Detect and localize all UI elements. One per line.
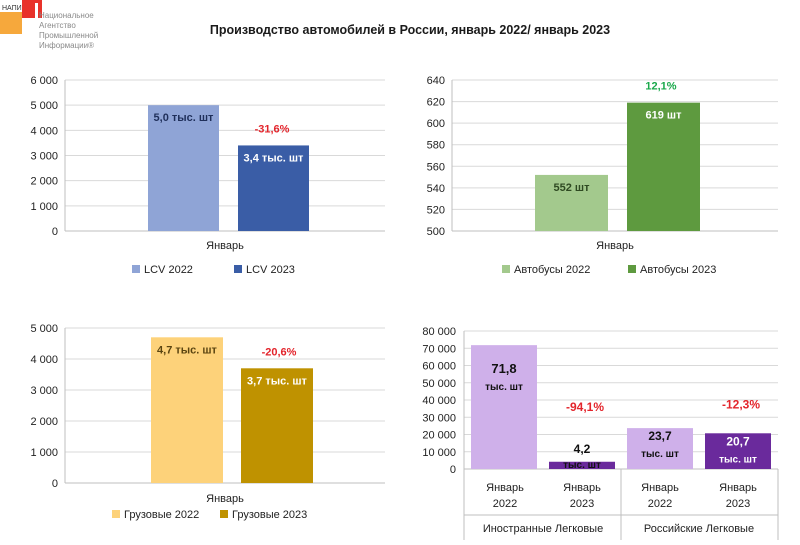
data-label: 20,7 <box>726 434 750 448</box>
y-tick-label: 70 000 <box>422 343 456 355</box>
bar <box>471 345 537 469</box>
x-category-year: 2022 <box>648 498 672 510</box>
y-tick-label: 80 000 <box>422 326 456 338</box>
logo-line-2: Агентство <box>39 21 76 30</box>
y-tick-label: 520 <box>427 204 445 216</box>
data-label: 3,4 тыс. шт <box>244 152 305 164</box>
y-tick-label: 560 <box>427 161 445 173</box>
data-label: 4,2 <box>574 442 591 456</box>
data-label: 619 шт <box>646 110 683 122</box>
y-tick-label: 2 000 <box>30 416 58 428</box>
legend-label: LCV 2023 <box>246 264 295 276</box>
y-tick-label: 1 000 <box>30 201 58 213</box>
logo-bracket <box>35 3 38 21</box>
logo-abbr: НАПИ <box>2 5 22 12</box>
data-label: 4,7 тыс. шт <box>157 344 218 356</box>
y-tick-label: 0 <box>52 226 58 238</box>
bar <box>241 368 313 483</box>
data-label: 3,7 тыс. шт <box>247 375 308 387</box>
legend-swatch <box>220 510 228 518</box>
change-label: -31,6% <box>255 123 290 135</box>
x-group-label: Российские Легковые <box>644 523 754 535</box>
data-label: 23,7 <box>648 429 672 443</box>
y-tick-label: 6 000 <box>30 75 58 87</box>
legend-swatch <box>628 265 636 273</box>
x-category-year: 2022 <box>493 498 517 510</box>
data-label: 5,0 тыс. шт <box>154 112 215 124</box>
bar <box>148 105 219 231</box>
y-tick-label: 5 000 <box>30 100 58 112</box>
y-tick-label: 40 000 <box>422 395 456 407</box>
x-category-label: Январь <box>596 240 634 252</box>
logo-line-1: Национальное <box>39 11 94 20</box>
legend-label: Автобусы 2022 <box>514 264 590 276</box>
x-category-label: Январь <box>719 482 757 494</box>
y-tick-label: 4 000 <box>30 354 58 366</box>
change-label: -12,3% <box>722 397 760 411</box>
legend-label: Грузовые 2022 <box>124 509 199 521</box>
y-tick-label: 2 000 <box>30 176 58 188</box>
data-label-unit: тыс. шт <box>485 382 523 393</box>
y-tick-label: 10 000 <box>422 447 456 459</box>
y-tick-label: 4 000 <box>30 125 58 137</box>
x-category-label: Январь <box>641 482 679 494</box>
y-tick-label: 500 <box>427 226 445 238</box>
y-tick-label: 0 <box>450 464 456 476</box>
y-tick-label: 50 000 <box>422 378 456 390</box>
napi-logo: НАПИ Национальное Агентство Промышленной… <box>0 0 98 50</box>
legend-swatch <box>112 510 120 518</box>
data-label-unit: тыс. шт <box>641 449 679 460</box>
data-label: 552 шт <box>554 182 591 194</box>
x-category-label: Январь <box>206 240 244 252</box>
data-label-unit: тыс. шт <box>563 460 601 471</box>
x-category-label: Январь <box>563 482 601 494</box>
bar <box>705 433 771 469</box>
x-category-label: Январь <box>206 493 244 505</box>
change-label: -94,1% <box>566 400 604 414</box>
y-tick-label: 3 000 <box>30 385 58 397</box>
y-tick-label: 20 000 <box>422 430 456 442</box>
x-group-label: Иностранные Легковые <box>483 523 603 535</box>
legend-swatch <box>502 265 510 273</box>
y-tick-label: 30 000 <box>422 412 456 424</box>
bar <box>238 145 309 231</box>
y-tick-label: 60 000 <box>422 361 456 373</box>
y-tick-label: 600 <box>427 118 445 130</box>
y-tick-label: 5 000 <box>30 323 58 335</box>
y-tick-label: 620 <box>427 97 445 109</box>
y-tick-label: 540 <box>427 183 445 195</box>
y-tick-label: 640 <box>427 75 445 87</box>
data-label-unit: тыс. шт <box>719 454 757 465</box>
y-tick-label: 580 <box>427 140 445 152</box>
x-category-year: 2023 <box>570 498 594 510</box>
page-title: Производство автомобилей в России, январ… <box>209 23 611 37</box>
legend-swatch <box>234 265 242 273</box>
bar <box>535 174 608 231</box>
bar <box>627 102 700 232</box>
legend-label: Автобусы 2023 <box>640 264 716 276</box>
logo-line-4: Информации® <box>39 41 94 50</box>
legend-label: LCV 2022 <box>144 264 193 276</box>
change-label: 12,1% <box>645 81 676 93</box>
logo-orange-square <box>0 12 22 34</box>
bar <box>151 337 223 483</box>
bar <box>627 428 693 469</box>
legend-label: Грузовые 2023 <box>232 509 307 521</box>
logo-line-3: Промышленной <box>39 31 98 40</box>
y-tick-label: 3 000 <box>30 151 58 163</box>
change-label: -20,6% <box>262 346 297 358</box>
legend-swatch <box>132 265 140 273</box>
data-label: 71,8 <box>491 361 516 376</box>
x-category-label: Январь <box>486 482 524 494</box>
x-category-year: 2023 <box>726 498 750 510</box>
bar <box>549 461 615 469</box>
y-tick-label: 0 <box>52 478 58 490</box>
y-tick-label: 1 000 <box>30 447 58 459</box>
